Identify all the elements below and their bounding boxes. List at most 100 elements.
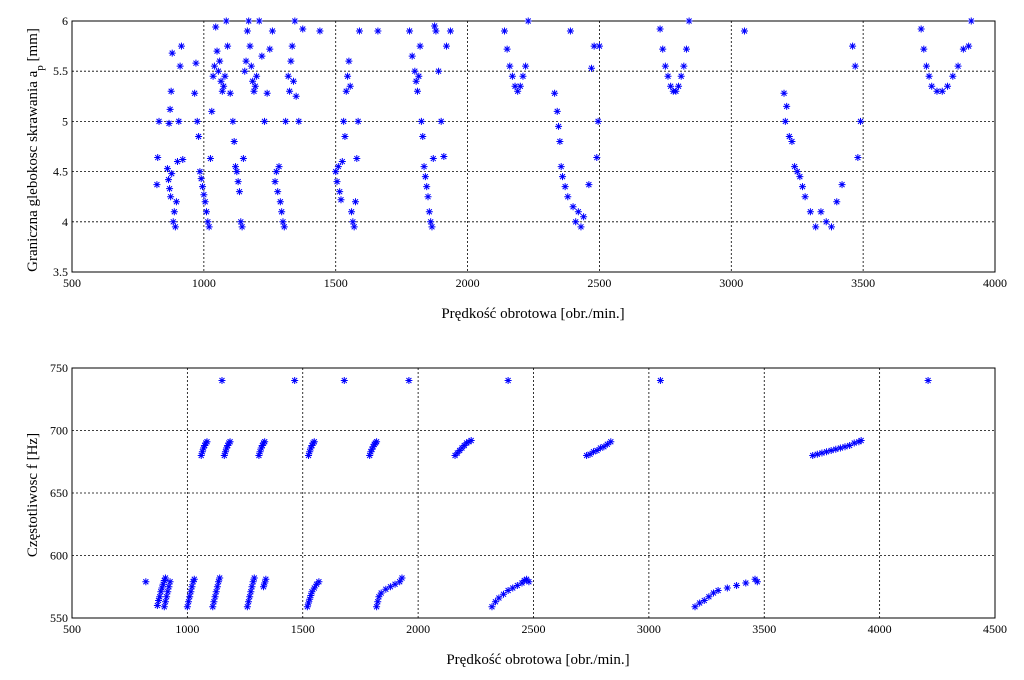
data-point — [827, 447, 835, 454]
y-tick-label: 6 — [62, 14, 68, 28]
data-point — [836, 444, 844, 452]
data-point — [796, 173, 804, 181]
data-point — [242, 57, 250, 65]
data-point — [442, 42, 450, 50]
data-point — [849, 42, 857, 50]
data-point — [503, 45, 511, 53]
x-tick-label: 2500 — [522, 622, 546, 636]
data-point — [220, 82, 228, 90]
data-point — [332, 168, 340, 176]
data-points — [153, 17, 975, 231]
data-point — [230, 137, 238, 145]
data-point — [274, 188, 282, 196]
data-point — [585, 181, 593, 189]
x-tick-label: 4500 — [983, 622, 1007, 636]
data-point — [656, 377, 664, 384]
data-point — [340, 117, 348, 125]
data-point — [221, 72, 229, 80]
x-tick-label: 2000 — [406, 622, 430, 636]
y-tick-label: 5.5 — [53, 64, 68, 78]
data-point — [226, 438, 234, 446]
data-point — [282, 117, 290, 125]
data-point — [783, 102, 791, 110]
data-point — [812, 223, 820, 231]
data-point — [833, 198, 841, 206]
data-point — [249, 578, 257, 586]
data-point — [306, 448, 314, 456]
y-tick-label: 750 — [50, 361, 68, 375]
data-point — [226, 89, 234, 97]
data-point — [212, 23, 220, 31]
data-point — [672, 87, 680, 95]
data-point — [337, 196, 345, 204]
data-point — [823, 448, 831, 456]
data-point — [440, 153, 448, 161]
data-point — [818, 449, 826, 457]
data-point — [504, 377, 512, 384]
data-point — [237, 218, 245, 226]
data-point — [467, 437, 475, 444]
data-point — [239, 155, 247, 163]
data-point — [229, 117, 237, 125]
data-point — [677, 72, 685, 80]
data-point — [258, 52, 266, 60]
data-point — [446, 27, 454, 35]
data-point — [286, 87, 294, 95]
data-point — [279, 218, 287, 226]
data-point — [220, 452, 228, 459]
x-tick-label: 3000 — [719, 276, 743, 290]
data-point — [185, 598, 193, 606]
data-point — [292, 92, 300, 100]
data-point — [817, 208, 825, 216]
data-point — [168, 49, 176, 57]
data-point — [516, 82, 524, 90]
data-point — [307, 444, 315, 452]
data-point — [163, 165, 171, 173]
data-point — [465, 438, 473, 446]
data-point — [223, 444, 231, 452]
data-point — [284, 72, 292, 80]
data-point — [188, 583, 196, 591]
data-point — [555, 122, 563, 130]
data-point — [173, 158, 181, 166]
data-point — [333, 178, 341, 186]
data-point — [661, 62, 669, 70]
data-point — [566, 27, 574, 35]
data-point — [209, 603, 217, 611]
data-point — [685, 17, 693, 25]
data-point — [949, 72, 957, 80]
data-point — [832, 445, 840, 453]
data-point — [350, 223, 358, 231]
data-point — [260, 583, 268, 591]
data-point — [854, 154, 862, 162]
data-point — [204, 218, 212, 226]
data-point — [245, 17, 253, 25]
y-tick-label: 550 — [50, 611, 68, 625]
data-point — [261, 579, 269, 587]
y-tick-label: 3.5 — [53, 265, 68, 279]
data-point — [308, 588, 316, 596]
data-point — [846, 442, 854, 449]
data-point — [210, 62, 218, 70]
data-point — [348, 208, 356, 216]
x-tick-label: 1500 — [324, 276, 348, 290]
data-point — [176, 62, 184, 70]
data-point — [925, 72, 933, 80]
data-point — [791, 163, 799, 171]
data-point — [788, 137, 796, 145]
data-point — [603, 440, 611, 448]
x-tick-label: 500 — [63, 622, 81, 636]
data-point — [341, 132, 349, 140]
y-tick-label: 700 — [50, 424, 68, 438]
x-tick-label: 2000 — [456, 276, 480, 290]
data-point — [423, 183, 431, 191]
data-point — [553, 107, 561, 115]
data-point — [153, 181, 161, 189]
data-point — [556, 137, 564, 145]
data-point — [353, 155, 361, 163]
x-tick-label: 4000 — [983, 276, 1007, 290]
data-point — [680, 62, 688, 70]
data-point — [166, 105, 174, 113]
data-point — [780, 89, 788, 97]
